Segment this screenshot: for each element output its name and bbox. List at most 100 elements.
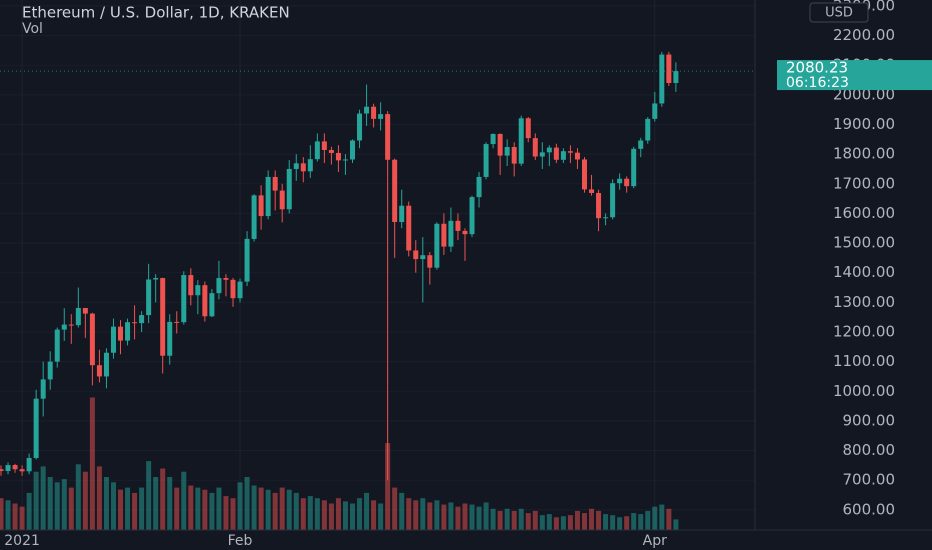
last-price-label: 2080.23 [786,59,848,77]
candle-body [272,176,278,191]
volume-bar [350,503,355,530]
volume-bar [181,471,187,530]
candle-body [504,147,510,156]
candle-body [96,365,102,377]
candle-body [567,151,573,153]
currency-label[interactable]: USD [825,6,853,21]
volume-bar [103,477,109,530]
volume-bar [469,504,475,530]
candle-body [103,352,109,377]
y-tick-label: 600.00 [843,500,896,518]
volume-bar [314,498,320,530]
candle-body [413,250,419,260]
candle-body [167,321,173,356]
y-tick-label: 800.00 [843,441,896,459]
candle-body [26,457,32,472]
volume-bar [160,468,166,530]
candle-body [251,195,257,239]
volume-bar [132,492,138,530]
volume-bar [146,461,152,530]
y-tick-label: 1300.00 [833,293,895,311]
volume-bar [286,489,292,530]
volume-label: Vol [22,21,43,37]
volume-bar [139,487,145,530]
candle-body [469,197,475,235]
candle-body [511,147,517,164]
candle-body [448,220,454,247]
currency-button[interactable]: USD [809,2,869,23]
candle-body [546,147,552,153]
volume-bar [448,502,454,530]
volume-bar [539,515,545,530]
volume-bar [230,498,236,530]
candle-body [328,149,334,153]
candle-body [490,133,496,145]
candle-body [47,361,53,380]
candle-body [385,114,391,160]
volume-bar [560,516,566,530]
volume-bar [666,508,672,530]
y-tick-label: 1000.00 [833,382,895,400]
candle-body [216,278,222,294]
chart-title: Ethereum / U.S. Dollar, 1D, KRAKEN [22,4,290,22]
volume-bar [525,513,531,530]
candle-body [631,148,637,187]
candle-body [539,152,545,157]
candle-body [40,379,46,399]
candle-body [110,326,116,353]
volume-bar [96,466,102,530]
candle-body [244,238,250,282]
candle-body [399,205,405,223]
volume-bar [455,506,461,530]
volume-bar [357,498,363,530]
candle-body [659,54,665,104]
candle-body [209,293,215,317]
volume-bar [321,500,327,530]
candle-body [617,178,623,184]
volume-bar [392,487,398,530]
volume-bar [300,498,306,530]
candle-body [476,176,482,198]
volume-bar [596,510,602,530]
volume-bar [406,498,412,530]
candle-body [645,118,651,141]
volume-bar [518,508,524,530]
volume-bar [624,516,630,530]
volume-bar [490,508,496,530]
volume-bar [342,501,348,530]
volume-bar [167,477,173,530]
candle-body [610,183,616,218]
y-tick-label: 1500.00 [833,234,895,252]
candle-body [82,307,88,314]
volume-bar [603,514,609,530]
volume-bar [589,508,595,530]
volume-bar [504,508,510,530]
volume-bar [335,498,341,530]
volume-bar [307,496,313,530]
countdown-label: 06:16:23 [786,75,849,91]
y-tick-label: 700.00 [843,471,896,489]
y-tick-label: 1600.00 [833,204,895,222]
candle-body [314,141,320,160]
last-price-box [777,60,932,91]
candle-body [574,152,580,160]
y-tick-label: 900.00 [843,411,896,429]
candle-body [553,147,559,160]
volume-bar [68,487,74,530]
candle-body [188,275,194,296]
volume-bar [125,487,131,530]
volume-bar [328,503,334,530]
candle-body [483,144,489,177]
candle-body [19,469,25,472]
candle-body [160,278,166,356]
candle-layer [0,51,755,481]
candle-body [673,71,679,83]
candle-body [497,133,503,156]
volume-bar [581,513,587,530]
volume-bar [293,492,299,530]
currency-button-box[interactable] [809,2,869,23]
candle-body [392,159,398,223]
candle-body [378,114,384,119]
volume-bar [645,510,651,530]
